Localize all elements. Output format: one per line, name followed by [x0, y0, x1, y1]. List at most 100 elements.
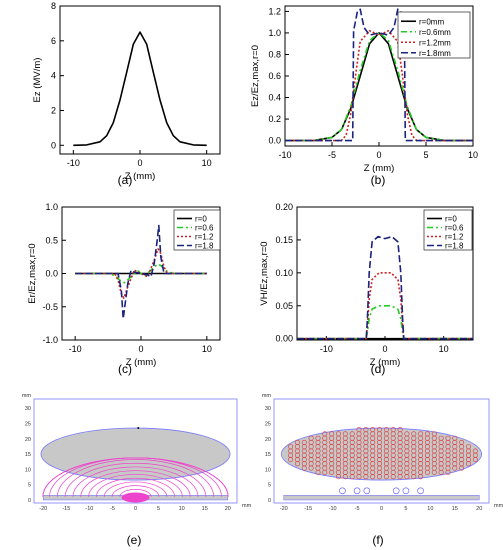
- x-tick-label: 0: [134, 506, 137, 512]
- y-tick-label: 20: [265, 437, 271, 443]
- legend-label: r=1.2: [195, 233, 214, 242]
- mesh-marker: [349, 431, 355, 437]
- field-line: [88, 474, 183, 497]
- mesh-marker: [438, 435, 444, 441]
- mesh-marker: [288, 444, 294, 450]
- x-axis-label: Z (mm): [125, 171, 156, 182]
- x-tick-label: 15: [202, 506, 208, 512]
- x-tick-label: -10: [69, 344, 82, 354]
- edge-marker: [339, 487, 346, 495]
- diagram-panel-1: -20 -15 -10 -5 0 5 10 15 20 mm 0 5 10 15 20 25 30 mm: [262, 393, 503, 512]
- x-axis-label: Z (mm): [370, 357, 401, 368]
- y-axis-label: Ez (MV/m): [32, 58, 43, 103]
- y-tick-label: 5: [268, 483, 271, 489]
- x-tick-label: -5: [328, 150, 336, 160]
- y-tick-label: 0.4: [268, 93, 281, 103]
- plot-layer: -10 0 10 0 2 4 6 8 Z (mm) Ez (MV/m) -10 -5 0 5 10 0.0 0.…: [22, 1, 503, 512]
- series-line-r=0.6mm: [285, 32, 473, 142]
- series-line-series-0: [73, 31, 207, 147]
- y-tick-label: 0.15: [275, 235, 293, 245]
- y-tick-label: 0.6: [268, 71, 281, 81]
- y-tick-label: 0.0: [268, 136, 281, 146]
- y-tick-label: 15: [25, 452, 31, 458]
- x-tick-label: 5: [423, 150, 428, 160]
- mesh-marker: [335, 431, 341, 437]
- legend-label: r=0.6mm: [419, 28, 451, 37]
- y-axis-label: Ez/Ez,max,r=0: [250, 45, 261, 107]
- panel-label-b: (b): [371, 173, 386, 187]
- y-unit-label: mm: [22, 393, 32, 399]
- mesh-marker: [315, 435, 321, 441]
- mesh-marker: [383, 427, 389, 433]
- y-tick-label: 0.20: [275, 202, 293, 212]
- x-tick-label: -10: [67, 158, 80, 168]
- legend-box: [397, 11, 471, 59]
- x-tick-label: -20: [39, 506, 47, 512]
- legend-label: r=0: [445, 215, 457, 224]
- mesh-marker: [356, 427, 362, 433]
- field-line: [119, 489, 152, 497]
- mesh-marker: [294, 439, 300, 445]
- mesh-marker: [472, 448, 478, 454]
- legend-box: [423, 209, 473, 251]
- x-tick-label: 5: [404, 506, 407, 512]
- y-tick-label: 0: [28, 498, 31, 504]
- x-tick-label: -15: [62, 506, 70, 512]
- legend-label: r=1.8: [445, 242, 464, 251]
- mesh-marker: [418, 431, 424, 437]
- y-tick-label: 25: [25, 421, 31, 427]
- x-unit-label: mm: [242, 503, 252, 509]
- x-tick-label: 10: [468, 150, 478, 160]
- mesh-marker: [376, 427, 382, 433]
- y-tick-label: 15: [265, 452, 271, 458]
- y-tick-label: 0: [51, 140, 56, 150]
- mesh-marker: [397, 427, 403, 433]
- x-tick-label: 10: [179, 506, 185, 512]
- series-line-r=1.8: [75, 224, 207, 320]
- chart-panel-3: -10 0 10 0.00 0.05 0.10 0.15 0.20 Z (mm) VH/Ez,ma…: [259, 202, 474, 368]
- panel-label-e: (e): [127, 533, 142, 547]
- legend-label: r=1.2: [445, 233, 464, 242]
- y-tick-label: 0.00: [275, 334, 293, 344]
- mesh-marker: [308, 435, 314, 441]
- x-tick-label: 0: [380, 506, 383, 512]
- field-line: [111, 485, 160, 497]
- legend-label: r=1.8: [195, 242, 214, 251]
- series-line-r=1.8: [297, 235, 473, 340]
- y-tick-label: 25: [265, 421, 271, 427]
- y-tick-label: 0.05: [275, 301, 293, 311]
- y-tick-label: 0.8: [268, 49, 281, 59]
- y-tick-label: 30: [25, 406, 31, 412]
- mesh-marker: [390, 427, 396, 433]
- y-tick-label: 1.2: [268, 6, 281, 16]
- x-axis-label: Z (mm): [126, 357, 157, 368]
- edge-marker: [363, 487, 371, 495]
- mesh-marker: [301, 439, 307, 445]
- x-tick-label: 10: [439, 344, 449, 354]
- x-tick-label: 20: [225, 506, 231, 512]
- y-tick-label: 4: [51, 71, 56, 81]
- y-tick-label: 1.0: [45, 202, 58, 212]
- x-tick-label: 10: [427, 506, 433, 512]
- chart-panel-1: -10 -5 0 5 10 0.0 0.2 0.4 0.6 0.8 1.0 1.2 Z (mm) Ez/E…: [250, 5, 478, 174]
- field-line: [64, 462, 207, 497]
- field-line: [56, 459, 215, 497]
- x-tick-label: 0: [137, 158, 142, 168]
- mesh-marker: [363, 427, 369, 433]
- legend-label: r=0.6: [445, 224, 464, 233]
- y-tick-label: -1.0: [42, 335, 58, 345]
- legend-label: r=1.8mm: [419, 49, 451, 58]
- x-tick-label: -15: [304, 506, 312, 512]
- chart-panel-2: -10 0 10 -1.0 -0.5 0.0 0.5 1.0 Z (mm) Er/Ez,max,r…: [27, 202, 221, 368]
- x-tick-label: 0: [138, 344, 143, 354]
- field-line: [42, 457, 229, 497]
- y-tick-label: 2: [51, 105, 56, 115]
- y-tick-label: 30: [265, 406, 271, 412]
- field-line: [103, 481, 168, 497]
- x-tick-label: -5: [110, 506, 115, 512]
- marker-dot: [137, 427, 140, 430]
- y-tick-label: 10: [265, 467, 271, 473]
- mesh-marker: [322, 431, 328, 437]
- x-tick-label: -10: [329, 506, 337, 512]
